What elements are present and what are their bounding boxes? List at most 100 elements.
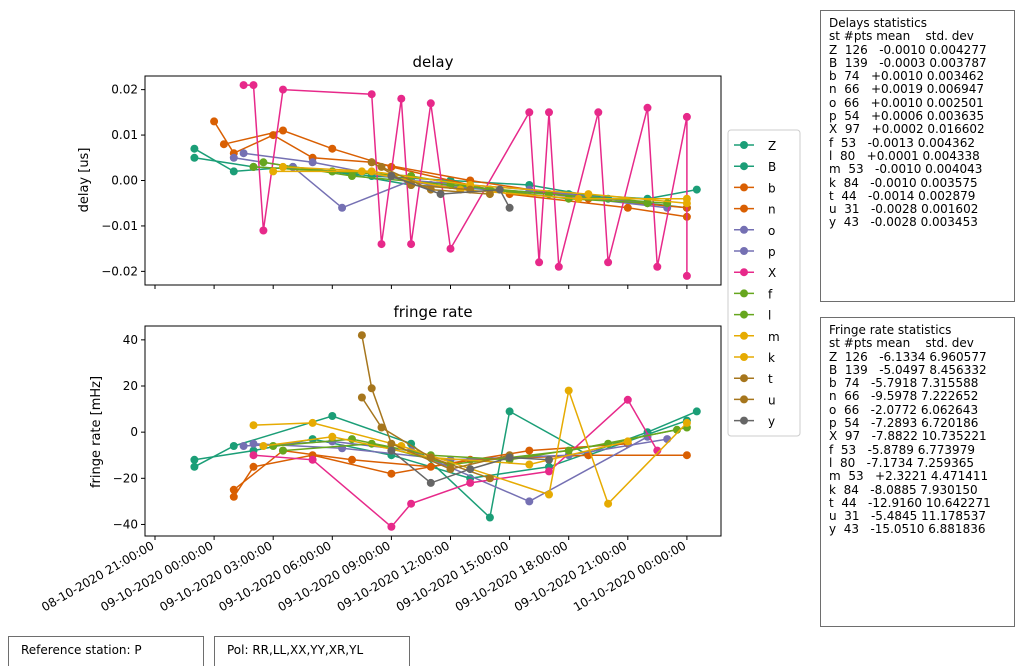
legend-marker-B <box>740 162 748 171</box>
fringe-ytick-label: 20 <box>123 379 138 393</box>
delay-x-ticks <box>154 285 688 289</box>
delay-point-u-0 <box>377 162 386 171</box>
fringe-point-X-6 <box>623 395 632 404</box>
delay-point-X-16 <box>643 103 652 112</box>
delay-point-B-0 <box>190 153 199 162</box>
legend-marker-m <box>740 331 748 340</box>
legend-label-y: y <box>768 415 775 429</box>
delay-stats-line: st #pts mean std. dev <box>829 29 974 44</box>
fringe-title: fringe rate <box>393 303 472 321</box>
fringe-point-m-0 <box>249 421 258 430</box>
legend-marker-k <box>740 353 748 361</box>
fringe-point-Z-5 <box>505 407 514 416</box>
delay-point-k-3 <box>584 190 593 199</box>
fringe-series-u-line <box>361 397 491 480</box>
fringe-point-y-0 <box>387 446 396 455</box>
delay-point-X-4 <box>367 90 376 99</box>
legend-label-t: t <box>768 372 773 386</box>
fringe-point-B-7 <box>692 407 701 416</box>
delay-stats-line: Z 126 -0.0010 0.004277 <box>829 42 987 57</box>
delay-point-n-5 <box>623 203 632 212</box>
delay-point-u-2 <box>485 190 494 199</box>
legend-frame <box>727 129 801 437</box>
delay-stats-line: Delays statistics <box>829 16 927 30</box>
delay-point-X-2 <box>259 226 268 235</box>
fringe-point-u-1 <box>377 423 386 432</box>
legend-label-o: o <box>768 224 775 238</box>
fringe-point-X-1 <box>308 455 317 464</box>
delay-stats-line: b 74 +0.0010 0.003462 <box>829 69 985 84</box>
fringe-stats-line: u 31 -5.4845 11.178537 <box>829 509 986 524</box>
fringe-point-y-1 <box>426 478 435 487</box>
fringe-point-m-6 <box>682 418 691 427</box>
fringe-point-y-2 <box>466 465 475 474</box>
legend-label-n: n <box>768 203 776 217</box>
delay-ytick-label: 0.02 <box>111 83 138 97</box>
reference-station-box: Reference station: P <box>8 636 204 666</box>
fringe-point-k-3 <box>525 460 534 469</box>
legend-marker-l <box>740 310 748 319</box>
fringe-point-Z-3 <box>407 439 416 448</box>
delay-stats-line: n 66 +0.0019 0.006947 <box>829 82 985 97</box>
delay-point-X-11 <box>535 258 544 267</box>
delay-marks <box>190 81 701 280</box>
fringe-point-n-4 <box>525 446 534 455</box>
legend-marker-u <box>740 395 748 404</box>
delay-point-X-19 <box>682 271 691 280</box>
fringe-stats-line: Z 126 -6.1334 6.960577 <box>829 349 987 364</box>
delay-point-X-9 <box>446 244 455 253</box>
delay-point-X-12 <box>545 108 553 117</box>
delay-point-X-7 <box>407 240 416 249</box>
delay-stats-line: o 66 +0.0010 0.002501 <box>829 95 984 110</box>
fringe-stats-line: b 74 -5.7918 7.315588 <box>829 376 979 391</box>
legend-label-B: B <box>768 160 776 174</box>
legend-marker-b <box>740 183 748 192</box>
fringe-stats-line: B 139 -5.0497 8.456332 <box>829 362 987 377</box>
fringe-point-u-0 <box>357 393 366 402</box>
delay-point-p-0 <box>239 149 248 158</box>
fringe-point-u-2 <box>426 453 435 462</box>
delay-point-m-0 <box>269 167 278 176</box>
delay-point-X-8 <box>426 99 435 108</box>
fringe-stats-line: m 53 +2.3221 4.471411 <box>829 469 989 484</box>
fringe-point-y-3 <box>505 453 514 462</box>
delay-point-X-1 <box>249 81 258 90</box>
fringe-point-n-3 <box>426 462 435 471</box>
legend-marker-X <box>740 268 748 277</box>
fringe-point-b-3 <box>387 469 396 478</box>
delay-point-k-4 <box>682 199 691 208</box>
fringe-point-m-4 <box>564 386 573 395</box>
fringe-point-n-2 <box>348 455 356 464</box>
delay-point-y-2 <box>495 185 504 194</box>
fringe-y-ticks: −40 −20 0 20 40 <box>113 333 145 531</box>
delay-point-X-5 <box>377 240 386 249</box>
delay-y-label: delay [us] <box>77 148 92 213</box>
legend-marker-Z <box>740 141 748 149</box>
fringe-point-t-0 <box>357 331 366 340</box>
fringe-point-Z-4 <box>485 513 494 522</box>
legend-marker-p <box>740 247 748 255</box>
delay-point-n-2 <box>328 144 337 153</box>
legend-label-Z: Z <box>768 139 776 153</box>
fringe-rate-statistics-box: Fringe rate statistics st #pts mean std. … <box>820 317 1015 627</box>
delay-point-X-15 <box>604 258 613 267</box>
fringe-point-b-6 <box>682 451 691 460</box>
legend-label-k: k <box>768 351 775 365</box>
legend-label-u: u <box>768 393 776 407</box>
fringe-ytick-label: 40 <box>123 333 138 347</box>
delay-stats-line: t 44 -0.0014 0.002879 <box>829 188 976 203</box>
fringe-point-p-0 <box>249 439 258 448</box>
fringe-point-l-3 <box>564 446 573 455</box>
fringe-stats-line: st #pts mean std. dev <box>829 336 974 351</box>
legend-marker-f <box>740 289 748 298</box>
delay-point-X-17 <box>653 262 662 271</box>
delay-point-X-18 <box>682 112 691 121</box>
delay-title: delay <box>413 53 454 71</box>
fringe-point-t-3 <box>446 465 455 474</box>
fringe-point-k-0 <box>259 442 268 450</box>
delay-y-ticks: −0.02 −0.01 0.00 0.01 0.02 <box>101 83 145 278</box>
fringe-point-o-3 <box>525 497 534 506</box>
fringe-stats-line: k 84 -8.0885 7.930150 <box>829 482 978 497</box>
delay-panel: delay −0.02 −0.01 0.00 0.01 0.02 delay [us] <box>77 53 722 289</box>
